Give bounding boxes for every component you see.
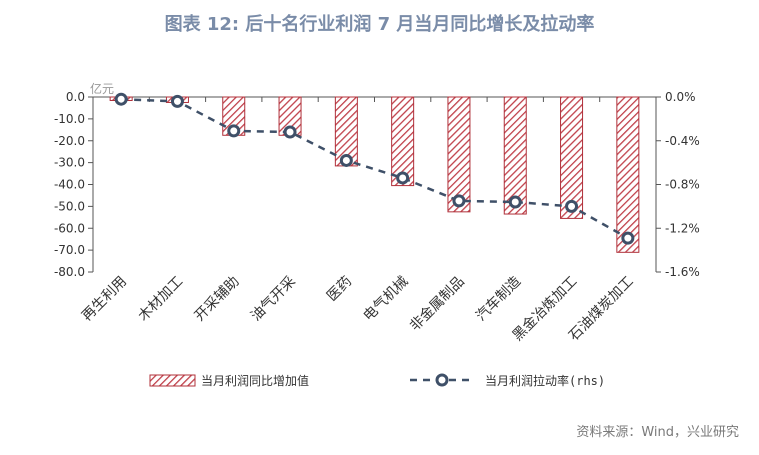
left-tick-label: -80.0: [54, 265, 85, 279]
right-tick-label: -1.6%: [665, 265, 700, 279]
left-tick-label: 0.0: [66, 90, 85, 104]
bar: [616, 96, 640, 253]
line-point: [621, 231, 635, 245]
legend-line-marker: [435, 373, 449, 387]
legend-line-label: 当月利润拉动率(rhs): [485, 373, 605, 388]
right-tick-label: -1.2%: [665, 221, 700, 235]
category-label: 再生利用: [79, 274, 130, 325]
line-path: [121, 97, 629, 240]
category-label: 非金属制品: [407, 274, 468, 335]
right-tick-label: 0.0%: [665, 90, 696, 104]
left-tick-label: -70.0: [54, 243, 85, 257]
bar: [447, 96, 471, 213]
category-label: 医药: [324, 274, 355, 305]
left-axis-unit-label: 亿元: [90, 81, 114, 96]
right-tick-label: -0.4%: [665, 134, 700, 148]
line-series: [114, 92, 635, 245]
tick-labels: 0.0 -10.0 -20.0 -30.0 -40.0 -50.0 -60.0 -70.0 -8…: [54, 81, 700, 344]
left-tick-label: -20.0: [54, 134, 85, 148]
source-note: 资料来源：Wind，兴业研究: [576, 425, 739, 440]
left-tick-label: -50.0: [54, 199, 85, 213]
legend-bar-label: 当月利润同比增加值: [201, 373, 309, 388]
legend: 当月利润同比增加值 当月利润拉动率(rhs): [149, 373, 605, 388]
bar: [503, 96, 527, 215]
category-label: 电气机械: [361, 274, 412, 325]
line-point: [508, 195, 522, 209]
right-tick-label: -0.8%: [665, 178, 700, 192]
line-point: [565, 199, 579, 213]
category-label: 汽车制造: [472, 273, 524, 325]
line-point: [283, 125, 297, 139]
legend-bar-swatch: [149, 374, 196, 387]
chart-title: 图表 12: 后十名行业利润 7 月当月同比增长及拉动率: [164, 14, 595, 35]
line-point: [114, 92, 128, 106]
line-point: [227, 124, 241, 138]
left-tick-label: -30.0: [54, 156, 85, 170]
left-tick-label: -60.0: [54, 221, 85, 235]
left-tick-label: -40.0: [54, 178, 85, 192]
bar: [391, 96, 415, 187]
category-label: 开采辅助: [192, 274, 243, 325]
bar: [560, 96, 584, 219]
category-label: 木材加工: [135, 274, 186, 325]
left-tick-label: -10.0: [54, 112, 85, 126]
line-point: [339, 153, 353, 167]
bars: [109, 96, 640, 253]
category-label: 油气开采: [248, 274, 299, 325]
line-point: [170, 94, 184, 108]
line-point: [396, 171, 410, 185]
line-point: [452, 194, 466, 208]
